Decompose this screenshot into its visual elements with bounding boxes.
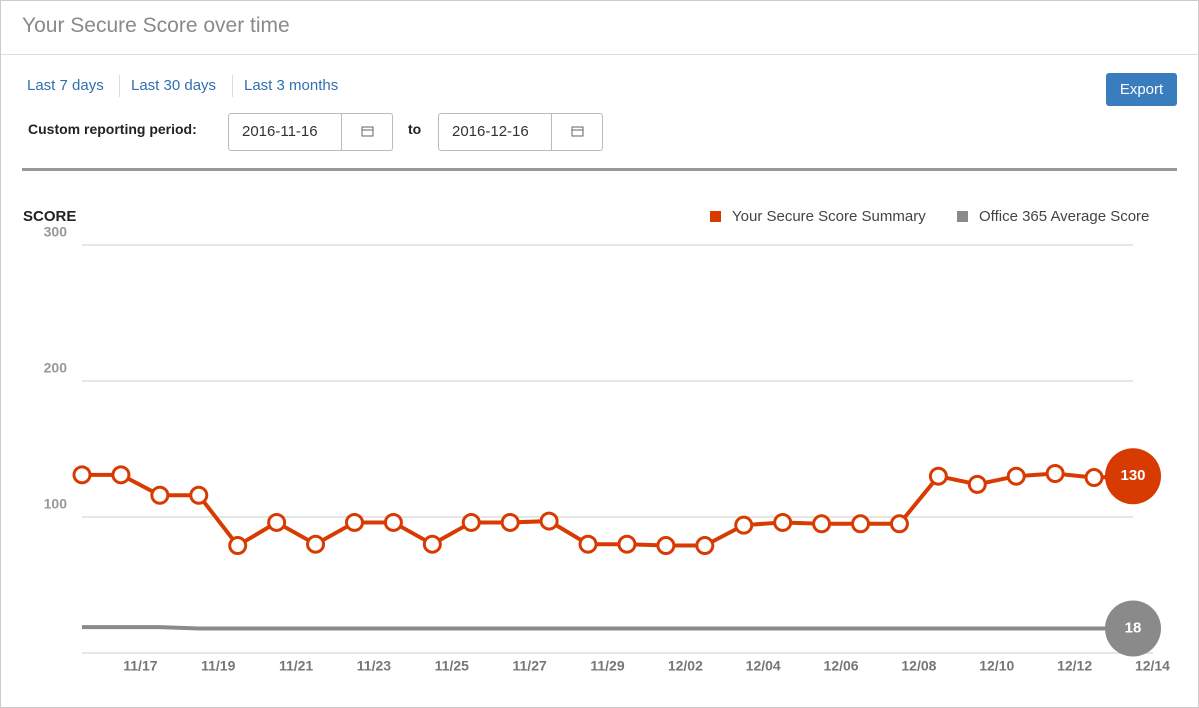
- point: [812, 514, 832, 534]
- date-to[interactable]: 2016-12-16: [438, 113, 603, 151]
- legend-swatch: [710, 211, 721, 222]
- end-marker: [1105, 600, 1161, 657]
- range-link[interactable]: Last 30 days: [131, 77, 217, 94]
- point: [889, 514, 909, 534]
- value-label: 130: [1120, 467, 1145, 484]
- x-tick-label: 12/10: [979, 658, 1014, 674]
- point: [228, 536, 248, 556]
- x-tick-label: 12/12: [1057, 658, 1092, 674]
- y-tick-label: 200: [44, 360, 68, 376]
- point: [773, 512, 793, 532]
- rule: [22, 168, 1177, 171]
- legend-label: Office 365 Average Score: [979, 208, 1149, 225]
- calendar-button[interactable]: [551, 114, 602, 150]
- x-tick-label: 11/27: [513, 658, 547, 674]
- point: [1084, 468, 1104, 488]
- point: [150, 485, 170, 505]
- point: [383, 512, 403, 532]
- x-tick-label: 12/02: [668, 658, 703, 674]
- date-from[interactable]: 2016-11-16: [228, 113, 393, 151]
- export-button[interactable]: Export: [1106, 73, 1177, 106]
- date-text: 2016-11-16: [242, 123, 318, 140]
- x-tick-label: 11/23: [357, 658, 391, 674]
- value-label: 18: [1125, 619, 1142, 636]
- separator: [232, 75, 233, 97]
- x-tick-label: 12/06: [824, 658, 859, 674]
- point: [461, 512, 481, 532]
- to-label: to: [408, 121, 422, 137]
- point: [539, 511, 559, 531]
- legend-swatch: [957, 211, 968, 222]
- divider: [1, 54, 1198, 55]
- separator: [119, 75, 120, 97]
- point: [72, 465, 92, 485]
- period-label: Custom reporting period:: [28, 121, 197, 137]
- point: [734, 515, 754, 535]
- calendar-button[interactable]: [341, 114, 392, 150]
- point: [617, 534, 637, 554]
- point: [189, 485, 209, 505]
- point: [967, 474, 987, 494]
- x-tick-label: 12/04: [746, 658, 781, 674]
- point: [111, 465, 131, 485]
- point: [695, 536, 715, 556]
- x-tick-label: 11/25: [435, 658, 469, 674]
- point: [344, 512, 364, 532]
- point: [306, 534, 326, 554]
- x-tick-label: 11/21: [279, 658, 313, 674]
- y-axis-label: SCORE: [23, 208, 76, 225]
- point: [1006, 466, 1026, 486]
- end-marker: [1105, 448, 1161, 505]
- range-link[interactable]: Last 3 months: [244, 77, 339, 94]
- point: [928, 466, 948, 486]
- legend-label: Your Secure Score Summary: [732, 208, 926, 225]
- point: [1045, 463, 1065, 483]
- point: [500, 512, 520, 532]
- x-tick-label: 12/08: [901, 658, 936, 674]
- x-tick-label: 12/14: [1135, 658, 1170, 674]
- series-line: [82, 625, 1133, 631]
- x-tick-label: 11/19: [201, 658, 235, 674]
- point: [851, 514, 871, 534]
- point: [578, 534, 598, 554]
- point: [267, 512, 287, 532]
- date-text: 2016-12-16: [452, 123, 529, 140]
- series-line: [82, 471, 1134, 549]
- x-tick-label: 11/29: [590, 658, 624, 674]
- panel-title: Your Secure Score over time: [22, 14, 290, 37]
- x-tick-label: 11/17: [123, 658, 157, 674]
- y-tick-label: 300: [44, 224, 68, 240]
- point: [656, 536, 676, 556]
- range-link[interactable]: Last 7 days: [27, 77, 104, 94]
- point: [422, 534, 442, 554]
- y-tick-label: 100: [44, 496, 68, 512]
